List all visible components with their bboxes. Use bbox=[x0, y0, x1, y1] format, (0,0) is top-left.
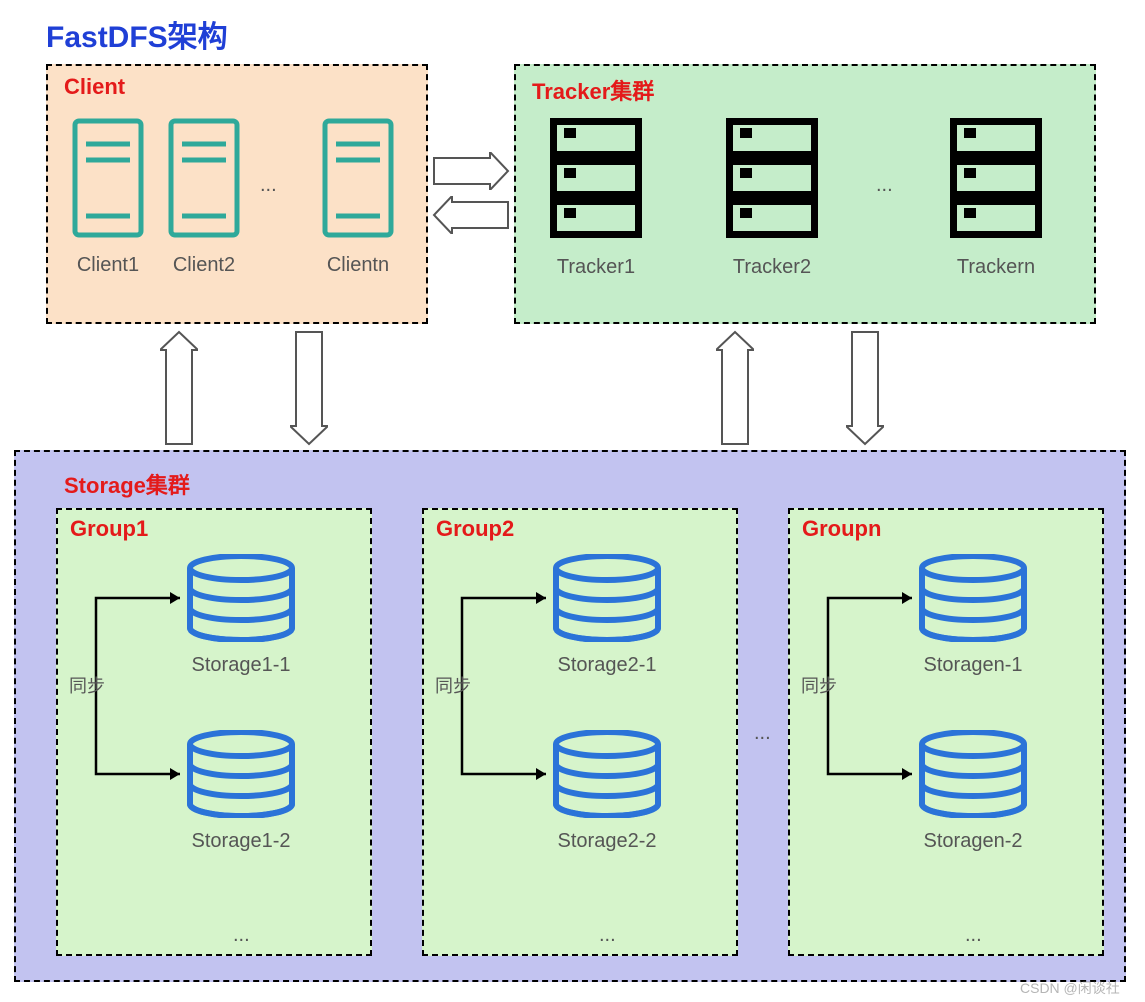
storage-group-title: Groupn bbox=[802, 516, 881, 542]
sync-label: 同步 bbox=[430, 672, 476, 698]
connection-arrow-icon bbox=[160, 330, 198, 451]
tracker-icon bbox=[726, 118, 818, 238]
database-icon bbox=[186, 554, 296, 642]
ellipsis: ... bbox=[876, 174, 893, 197]
client-icon bbox=[168, 118, 240, 238]
storage-group-title: Group1 bbox=[70, 516, 148, 542]
database-icon bbox=[552, 554, 662, 642]
client-icon bbox=[322, 118, 394, 238]
database-icon bbox=[918, 554, 1028, 642]
tracker-icon bbox=[550, 118, 642, 238]
database-icon bbox=[186, 730, 296, 818]
storage-label: Storage1-2 bbox=[166, 830, 316, 853]
ellipsis: ... bbox=[233, 924, 250, 947]
storage-label: Storagen-2 bbox=[898, 830, 1048, 853]
ellipsis: ... bbox=[965, 924, 982, 947]
client-label: Client1 bbox=[60, 254, 156, 277]
client-cluster-title: Client bbox=[64, 74, 125, 100]
storage-group-title: Group2 bbox=[436, 516, 514, 542]
watermark-text: CSDN @闲谈社 bbox=[1020, 978, 1120, 998]
storage-cluster-title: Storage集群 bbox=[64, 468, 190, 500]
database-icon bbox=[918, 730, 1028, 818]
connection-arrow-icon bbox=[290, 330, 328, 451]
connection-arrow-icon bbox=[432, 152, 510, 195]
connection-arrow-icon bbox=[716, 330, 754, 451]
storage-label: Storage1-1 bbox=[166, 654, 316, 677]
ellipsis: ... bbox=[599, 924, 616, 947]
tracker-label: Trackern bbox=[934, 256, 1058, 279]
diagram-title: FastDFS架构 bbox=[46, 12, 228, 56]
storage-label: Storagen-1 bbox=[898, 654, 1048, 677]
tracker-label: Tracker2 bbox=[710, 256, 834, 279]
connection-arrow-icon bbox=[432, 196, 510, 239]
client-label: Clientn bbox=[310, 254, 406, 277]
client-icon bbox=[72, 118, 144, 238]
ellipsis: ... bbox=[260, 174, 277, 197]
storage-label: Storage2-2 bbox=[532, 830, 682, 853]
client-label: Client2 bbox=[156, 254, 252, 277]
storage-label: Storage2-1 bbox=[532, 654, 682, 677]
tracker-label: Tracker1 bbox=[534, 256, 658, 279]
tracker-cluster-title: Tracker集群 bbox=[532, 74, 654, 106]
database-icon bbox=[552, 730, 662, 818]
ellipsis: ... bbox=[754, 722, 771, 745]
sync-label: 同步 bbox=[64, 672, 110, 698]
sync-label: 同步 bbox=[796, 672, 842, 698]
tracker-icon bbox=[950, 118, 1042, 238]
connection-arrow-icon bbox=[846, 330, 884, 451]
